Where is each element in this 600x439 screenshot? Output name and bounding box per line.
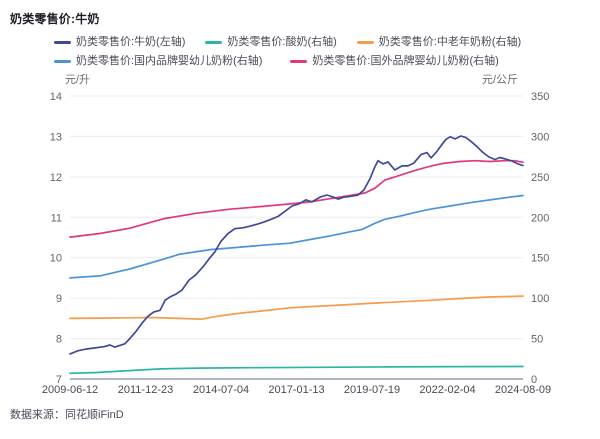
x-axis-tick-label: 2017-01-13: [268, 384, 324, 396]
left-axis-tick-label: 11: [51, 212, 62, 224]
legend-line-swatch-icon: [290, 59, 308, 63]
legend-item-foreign-infant-formula[interactable]: 奶类零售价:国外品牌婴幼儿奶粉(右轴): [290, 54, 499, 68]
legend-label: 奶类零售价:牛奶(左轴): [76, 36, 186, 48]
right-axis-tick-label: 250: [531, 172, 549, 184]
legend-item-senior-milk-powder[interactable]: 奶类零售价:中老年奶粉(右轴): [356, 35, 522, 49]
series-line-senior-milk-powder: [69, 295, 524, 321]
right-axis-tick-label: 0: [531, 374, 537, 386]
legend-line-swatch-icon: [54, 40, 71, 44]
x-axis-tick-label: 2011-12-23: [118, 384, 173, 396]
series-line-milk: [69, 135, 524, 355]
chart-title: 奶类零售价:牛奶: [10, 12, 100, 26]
right-axis-tick-label: 50: [531, 334, 543, 346]
right-axis-tick-label: 350: [531, 91, 549, 103]
legend-row-1: 奶类零售价:牛奶(左轴) 奶类零售价:酸奶(右轴) 奶类零售价:中老年奶粉(右轴…: [54, 35, 596, 49]
price-line-chart: 14 350 13 300 12 250 11 200 10 150 9 100 8 50 7 0 2009-0…: [42, 91, 551, 396]
left-axis-tick-label: 14: [50, 91, 62, 103]
series-line-domestic-infant-formula: [69, 194, 524, 279]
left-axis-unit-label: 元/升: [65, 74, 91, 86]
series-line-yogurt: [69, 365, 524, 375]
left-axis-tick-label: 8: [56, 334, 62, 346]
left-axis-tick-label: 10: [50, 253, 62, 265]
legend-item-yogurt[interactable]: 奶类零售价:酸奶(右轴): [205, 35, 337, 49]
x-axis-tick-label: 2009-06-12: [42, 384, 98, 396]
right-axis-unit-label: 元/公斤: [482, 74, 519, 86]
right-axis-tick-label: 100: [531, 293, 549, 305]
legend-item-domestic-infant-formula[interactable]: 奶类零售价:国内品牌婴幼儿奶粉(右轴): [54, 54, 262, 68]
right-axis-tick-label: 150: [531, 253, 549, 265]
left-axis-tick-label: 7: [56, 374, 62, 386]
legend: 奶类零售价:牛奶(左轴) 奶类零售价:酸奶(右轴) 奶类零售价:中老年奶粉(右轴…: [54, 35, 596, 68]
legend-line-swatch-icon: [356, 40, 374, 44]
left-axis-tick-label: 12: [50, 172, 62, 184]
legend-item-milk[interactable]: 奶类零售价:牛奶(左轴): [54, 35, 185, 49]
legend-label: 奶类零售价:中老年奶粉(右轴): [378, 36, 522, 48]
right-axis-tick-label: 300: [531, 131, 549, 143]
x-axis-tick-label: 2024-08-09: [495, 384, 551, 396]
legend-line-swatch-icon: [205, 40, 223, 44]
left-axis-tick-label: 13: [50, 131, 62, 143]
series-line-foreign-infant-formula: [69, 159, 524, 238]
right-axis-tick-label: 200: [531, 212, 549, 224]
legend-line-swatch-icon: [54, 59, 71, 63]
data-source-note: 数据来源：同花顺iFinD: [10, 409, 124, 421]
x-axis-tick-label: 2019-07-19: [344, 384, 400, 396]
x-axis-tick-label: 2014-07-04: [193, 384, 249, 396]
x-axis-tick-label: 2022-02-04: [419, 384, 475, 396]
legend-label: 奶类零售价:酸奶(右轴): [227, 36, 337, 48]
left-axis-tick-label: 9: [56, 293, 62, 305]
legend-row-2: 奶类零售价:国内品牌婴幼儿奶粉(右轴) 奶类零售价:国外品牌婴幼儿奶粉(右轴): [54, 54, 596, 68]
legend-label: 奶类零售价:国内品牌婴幼儿奶粉(右轴): [76, 55, 263, 67]
legend-label: 奶类零售价:国外品牌婴幼儿奶粉(右轴): [312, 55, 499, 67]
